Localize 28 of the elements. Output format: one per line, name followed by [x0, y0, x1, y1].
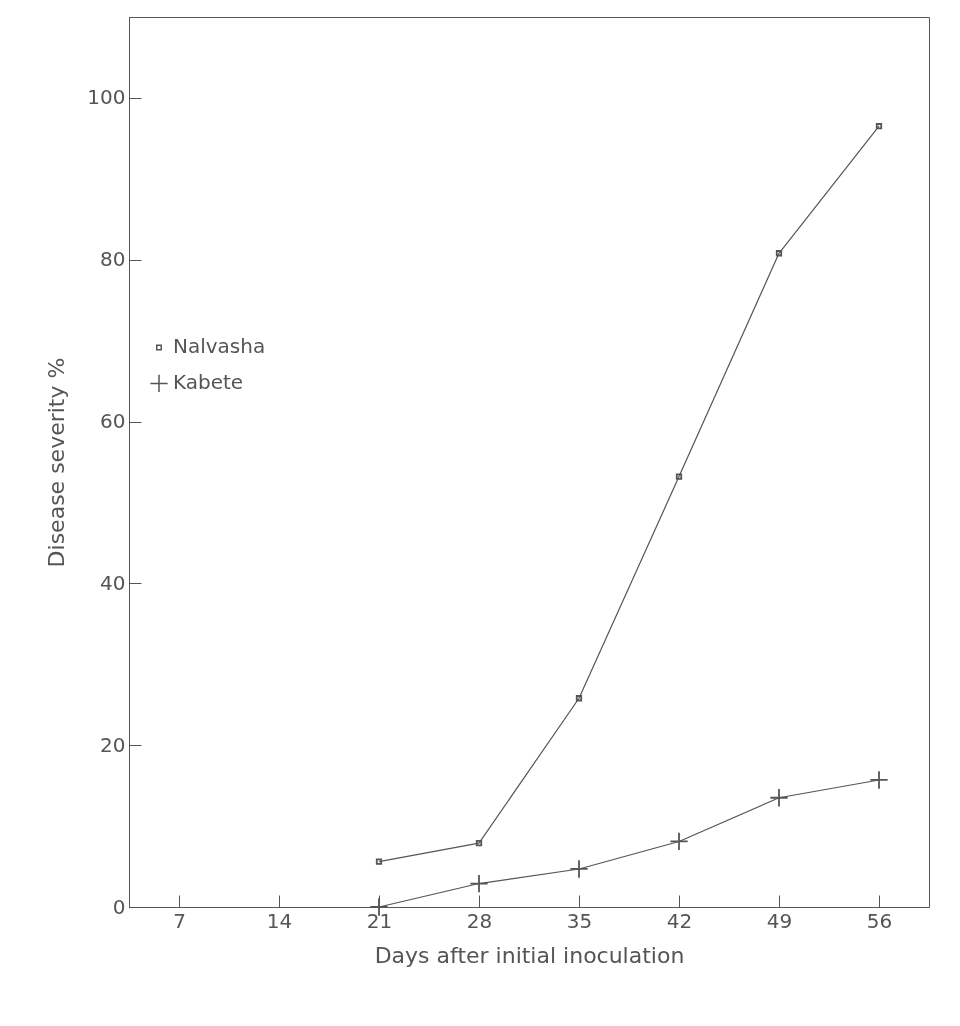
point	[675, 473, 683, 480]
point	[569, 859, 589, 879]
x-tick-label: 35	[566, 908, 593, 933]
x-tick-label: 21	[366, 908, 393, 933]
y-tick-label: 80	[100, 247, 126, 272]
y-tick-label: 100	[87, 85, 126, 110]
x-tick-label: 56	[866, 908, 893, 933]
x-tick-label: 7	[173, 908, 186, 933]
x-tick-label: 28	[466, 908, 493, 933]
point	[375, 858, 383, 865]
x-tick-label: 14	[266, 908, 293, 933]
y-tick-label: 60	[100, 409, 126, 434]
point	[769, 788, 789, 808]
point	[869, 770, 889, 790]
y-axis-title: Disease severity %	[44, 357, 70, 568]
legend-label: Kabete	[173, 370, 244, 395]
x-tick-label: 49	[766, 908, 793, 933]
legend-label: Nalvasha	[173, 334, 266, 359]
point	[775, 250, 783, 257]
point	[575, 695, 583, 702]
y-tick-label: 20	[100, 732, 126, 757]
y-tick-label: 40	[100, 570, 126, 595]
point	[875, 123, 883, 130]
x-tick-label: 42	[666, 908, 693, 933]
x-axis-title: Days after initial inoculation	[374, 942, 685, 968]
point	[475, 839, 483, 847]
point	[669, 831, 689, 852]
y-tick-label: 0	[112, 894, 126, 919]
